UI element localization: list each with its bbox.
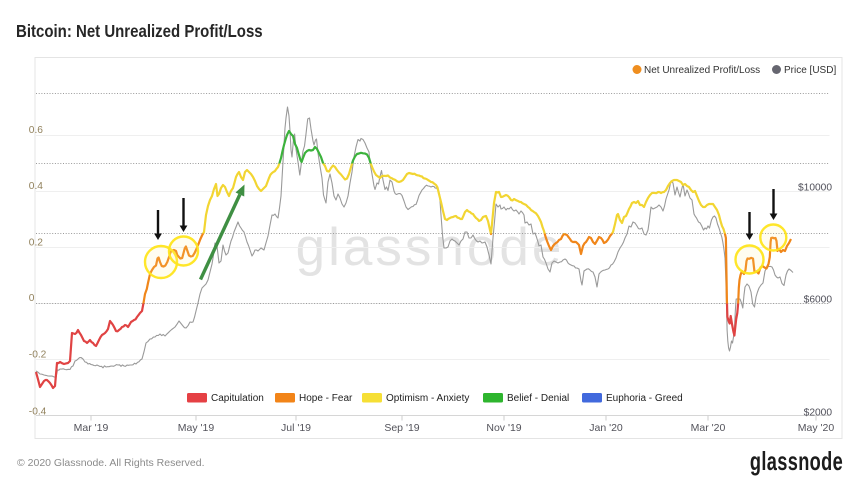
svg-text:$2000: $2000	[804, 408, 833, 419]
svg-text:-0.2: -0.2	[29, 350, 47, 361]
svg-text:May '20: May '20	[798, 422, 835, 434]
svg-text:Mar '19: Mar '19	[74, 422, 109, 434]
svg-text:0.2: 0.2	[29, 238, 43, 249]
svg-text:$6000: $6000	[804, 295, 833, 306]
svg-text:-0.4: -0.4	[29, 407, 47, 418]
svg-text:0.4: 0.4	[29, 181, 43, 192]
svg-text:Optimism - Anxiety: Optimism - Anxiety	[386, 393, 469, 404]
svg-text:Euphoria - Greed: Euphoria - Greed	[606, 393, 683, 404]
svg-text:Hope - Fear: Hope - Fear	[299, 393, 353, 404]
svg-text:Mar '20: Mar '20	[691, 422, 726, 434]
svg-text:Jul '19: Jul '19	[281, 422, 311, 434]
svg-text:Capitulation: Capitulation	[211, 393, 264, 404]
svg-text:Net Unrealized Profit/Loss: Net Unrealized Profit/Loss	[644, 65, 760, 76]
svg-text:0.6: 0.6	[29, 125, 43, 136]
svg-text:Nov '19: Nov '19	[486, 422, 521, 434]
svg-text:May '19: May '19	[178, 422, 215, 434]
svg-text:0: 0	[29, 293, 35, 304]
svg-text:Sep '19: Sep '19	[384, 422, 419, 434]
svg-text:$10000: $10000	[798, 183, 832, 194]
svg-text:Jan '20: Jan '20	[589, 422, 623, 434]
svg-text:Belief - Denial: Belief - Denial	[507, 393, 569, 404]
svg-text:Price [USD]: Price [USD]	[784, 65, 836, 76]
